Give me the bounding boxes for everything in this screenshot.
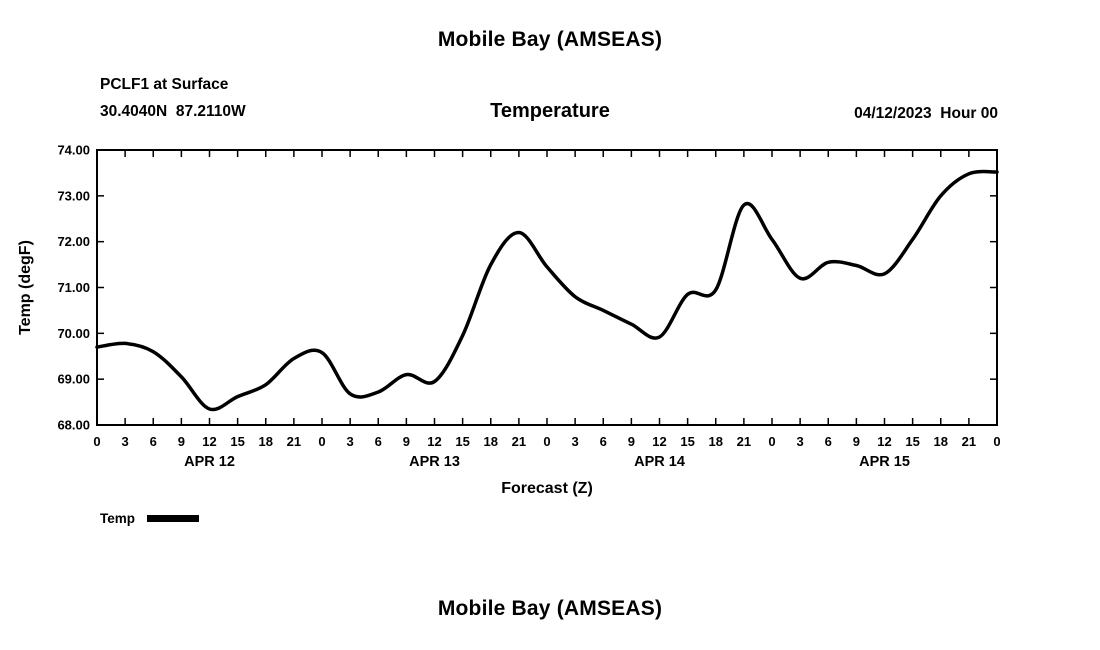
- temp-series-line: [95, 169, 999, 412]
- temperature-chart: 0 3 6 9 12 15 18 21 0 3 6 9 12 15 18 21 0 3 6 9 12 15 18 21 0 3 6 9…: [17, 143, 1001, 498]
- x-tick-label: 18: [484, 434, 498, 449]
- y-axis-label: Temp (degF): [17, 240, 34, 335]
- x-tick-label: 6: [375, 434, 382, 449]
- y-tick-label: 71.00: [57, 280, 90, 295]
- x-tick-label: 21: [512, 434, 526, 449]
- x-tick-label: 12: [652, 434, 666, 449]
- x-day-label: APR 12: [184, 454, 235, 470]
- x-tick-label: 0: [543, 434, 550, 449]
- y-tick-label: 68.00: [57, 418, 90, 433]
- legend-line-swatch: [147, 514, 200, 522]
- x-tick-label: 9: [403, 434, 410, 449]
- plot-border: [96, 149, 998, 426]
- x-tick-label: 21: [737, 434, 751, 449]
- x-tick-label: 15: [455, 434, 469, 449]
- x-tick-label: 12: [877, 434, 891, 449]
- x-tick-label: 12: [427, 434, 441, 449]
- legend: Temp: [100, 508, 200, 528]
- x-tick-label: 3: [797, 434, 804, 449]
- x-tick-label: 9: [178, 434, 185, 449]
- y-tick-label: 72.00: [57, 234, 90, 249]
- x-tick-label: 12: [202, 434, 216, 449]
- x-tick-label: 18: [709, 434, 723, 449]
- chart-main-title: Mobile Bay (AMSEAS): [437, 28, 663, 51]
- y-tick-label: 69.00: [57, 372, 90, 387]
- panel-title: Temperature: [490, 100, 610, 122]
- x-day-label: APR 13: [409, 454, 460, 470]
- station-name: PCLF1 at Surface: [100, 76, 229, 93]
- y-tick-label: 74.00: [57, 143, 90, 158]
- legend-label-temp: Temp: [100, 510, 136, 526]
- next-chart-title: Mobile Bay (AMSEAS): [437, 597, 663, 620]
- x-tick-label: 3: [572, 434, 579, 449]
- x-tick-label: 9: [628, 434, 635, 449]
- y-tick-label: 70.00: [57, 326, 90, 341]
- x-tick-label: 0: [993, 434, 1000, 449]
- x-tick-label: 3: [347, 434, 354, 449]
- x-day-label: APR 15: [859, 454, 910, 470]
- x-tick-label: 15: [905, 434, 919, 449]
- x-tick-label: 21: [287, 434, 301, 449]
- x-tick-label: 6: [150, 434, 157, 449]
- x-tick-label: 0: [93, 434, 100, 449]
- x-axis-label: Forecast (Z): [501, 480, 593, 497]
- x-tick-label: 15: [230, 434, 244, 449]
- x-day-label: APR 14: [634, 454, 685, 470]
- x-tick-label: 9: [853, 434, 860, 449]
- x-tick-label: 0: [318, 434, 325, 449]
- x-tick-label: 18: [259, 434, 273, 449]
- x-tick-label: 18: [934, 434, 948, 449]
- x-tick-label: 0: [768, 434, 775, 449]
- x-tick-label: 6: [600, 434, 607, 449]
- y-tick-label: 73.00: [57, 188, 90, 203]
- x-tick-label: 6: [825, 434, 832, 449]
- x-tick-label: 15: [680, 434, 694, 449]
- run-datetime: 04/12/2023 Hour 00: [854, 105, 998, 122]
- x-tick-label: 3: [122, 434, 129, 449]
- station-coordinates: 30.4040N 87.2110W: [100, 103, 246, 120]
- x-tick-label: 21: [962, 434, 976, 449]
